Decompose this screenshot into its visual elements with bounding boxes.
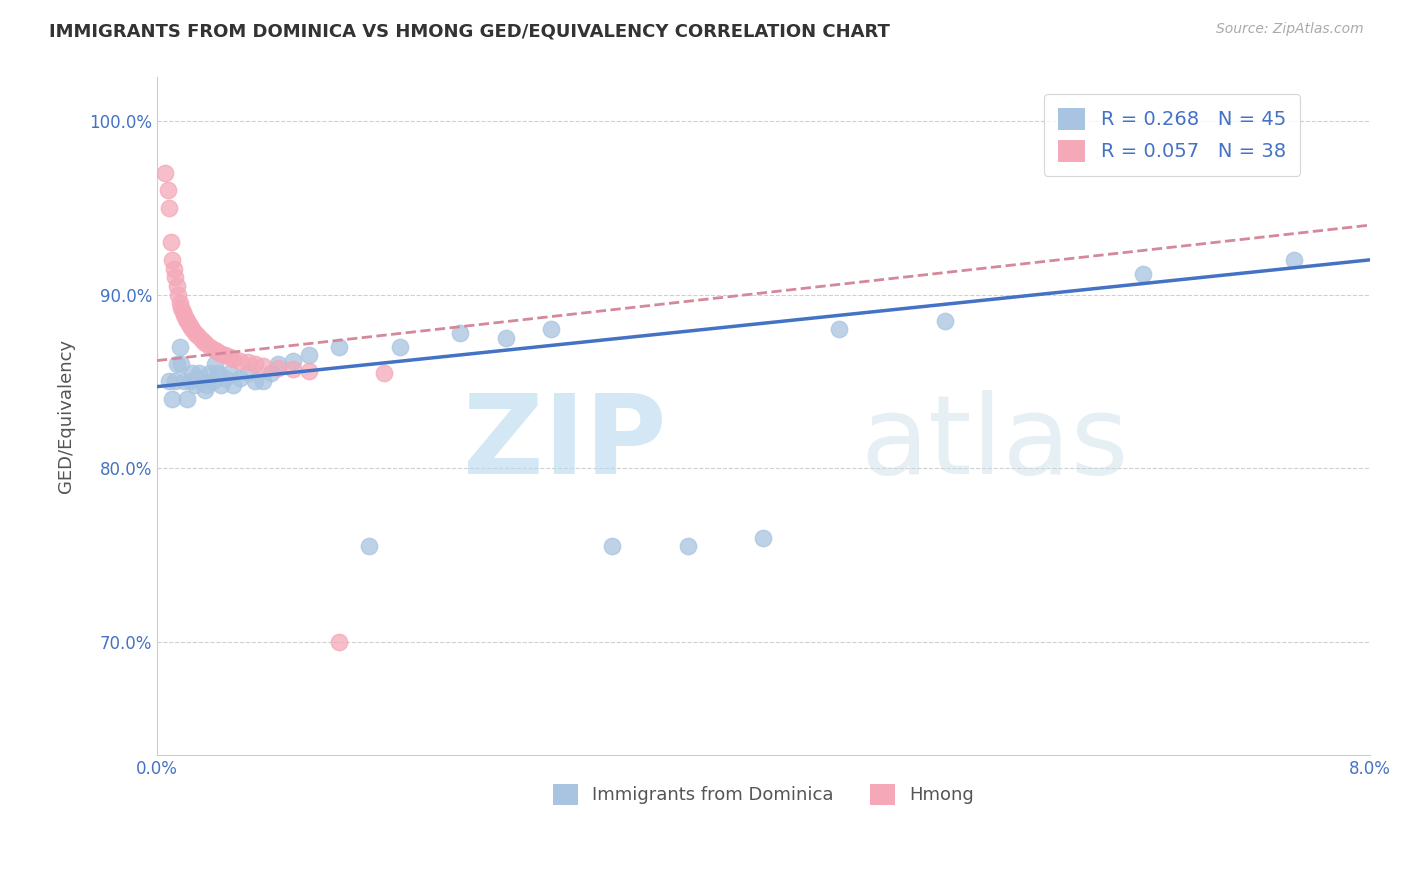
Point: [160, 252, 183, 267]
Point: [209, 378, 232, 392]
Point: [252, 359, 274, 373]
Point: [176, 392, 198, 406]
Text: IMMIGRANTS FROM DOMINICA VS HMONG GED/EQUIVALENCY CORRELATION CHART: IMMIGRANTS FROM DOMINICA VS HMONG GED/EQ…: [49, 22, 890, 40]
Point: [169, 296, 191, 310]
Point: [359, 540, 381, 554]
Point: [229, 353, 252, 368]
Point: [172, 305, 194, 319]
Point: [204, 357, 226, 371]
Point: [162, 261, 184, 276]
Legend: Immigrants from Dominica, Hmong: Immigrants from Dominica, Hmong: [544, 775, 983, 814]
Point: [267, 357, 290, 371]
Point: [170, 301, 193, 316]
Point: [165, 270, 187, 285]
Point: [267, 360, 290, 375]
Text: Source: ZipAtlas.com: Source: ZipAtlas.com: [1216, 22, 1364, 37]
Point: [187, 329, 209, 343]
Point: [222, 351, 245, 366]
Point: [752, 531, 775, 545]
Point: [176, 313, 198, 327]
Point: [252, 375, 274, 389]
Point: [173, 309, 195, 323]
Point: [187, 371, 209, 385]
Point: [218, 350, 240, 364]
Point: [184, 326, 207, 340]
Point: [600, 540, 623, 554]
Text: atlas: atlas: [860, 390, 1129, 497]
Point: [204, 343, 226, 358]
Point: [260, 366, 283, 380]
Point: [170, 357, 193, 371]
Point: [676, 540, 699, 554]
Point: [229, 371, 252, 385]
Point: [328, 340, 350, 354]
Point: [169, 340, 191, 354]
Point: [173, 375, 195, 389]
Point: [373, 366, 395, 380]
Point: [209, 346, 232, 360]
Point: [184, 378, 207, 392]
Point: [156, 183, 179, 197]
Point: [214, 371, 236, 385]
Point: [198, 340, 221, 354]
Point: [245, 375, 267, 389]
Point: [236, 355, 259, 369]
Point: [198, 366, 221, 380]
Point: [245, 357, 267, 371]
Point: [179, 375, 201, 389]
Y-axis label: GED/Equivalency: GED/Equivalency: [58, 339, 75, 493]
Point: [160, 392, 183, 406]
Point: [167, 287, 190, 301]
Point: [297, 348, 319, 362]
Point: [188, 366, 211, 380]
Point: [159, 235, 181, 250]
Point: [222, 378, 245, 392]
Point: [157, 375, 180, 389]
Point: [194, 336, 217, 351]
Point: [191, 375, 214, 389]
Point: [191, 333, 214, 347]
Point: [157, 201, 180, 215]
Point: [495, 331, 517, 345]
Point: [202, 375, 225, 389]
Point: [180, 322, 202, 336]
Point: [179, 318, 201, 333]
Point: [194, 383, 217, 397]
Point: [1132, 267, 1154, 281]
Point: [166, 279, 188, 293]
Point: [218, 366, 240, 380]
Point: [236, 366, 259, 380]
Point: [297, 364, 319, 378]
Point: [328, 635, 350, 649]
Point: [934, 313, 956, 327]
Point: [177, 317, 200, 331]
Point: [1284, 252, 1306, 267]
Point: [449, 326, 471, 340]
Point: [283, 362, 305, 376]
Text: ZIP: ZIP: [463, 390, 666, 497]
Point: [207, 345, 229, 359]
Point: [166, 357, 188, 371]
Point: [388, 340, 411, 354]
Point: [153, 166, 176, 180]
Point: [207, 366, 229, 380]
Point: [180, 366, 202, 380]
Point: [214, 348, 236, 362]
Point: [174, 312, 197, 326]
Point: [283, 353, 305, 368]
Point: [540, 322, 562, 336]
Point: [828, 322, 851, 336]
Point: [165, 375, 187, 389]
Point: [195, 378, 218, 392]
